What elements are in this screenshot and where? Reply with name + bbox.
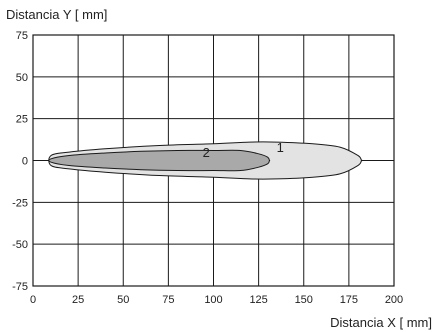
tick-labels: 0 25 50 75 100 125 150 175 200 75 50 25 0 -25 -50 -75	[12, 30, 403, 306]
y-tick-label: 50	[16, 72, 28, 84]
x-tick-label: 175	[340, 294, 358, 306]
x-tick-label: 150	[295, 294, 313, 306]
y-tick-label: 75	[16, 30, 28, 42]
x-tick-label: 0	[30, 294, 36, 306]
series-layer	[48, 141, 363, 180]
y-axis-title: Distancia Y [ mm]	[6, 7, 107, 22]
x-axis-title: Distancia X [ mm]	[330, 315, 432, 330]
x-tick-label: 100	[204, 294, 222, 306]
y-tick-label: -25	[12, 197, 28, 209]
plot-frame	[32, 34, 395, 287]
x-tick-label: 75	[162, 294, 174, 306]
y-tick-label: -50	[12, 239, 28, 251]
x-tick-label: 25	[72, 294, 84, 306]
x-tick-label: 125	[249, 294, 267, 306]
y-tick-label: 25	[16, 114, 28, 126]
y-tick-label: -75	[12, 281, 28, 293]
zone-label-2: 2	[203, 145, 210, 160]
y-tick-label: 0	[22, 156, 28, 168]
detection-zone-2	[48, 149, 271, 172]
x-tick-label: 200	[385, 294, 403, 306]
region-labels: 12	[203, 140, 284, 160]
zone-label-1: 1	[277, 140, 284, 155]
x-tick-label: 50	[117, 294, 129, 306]
